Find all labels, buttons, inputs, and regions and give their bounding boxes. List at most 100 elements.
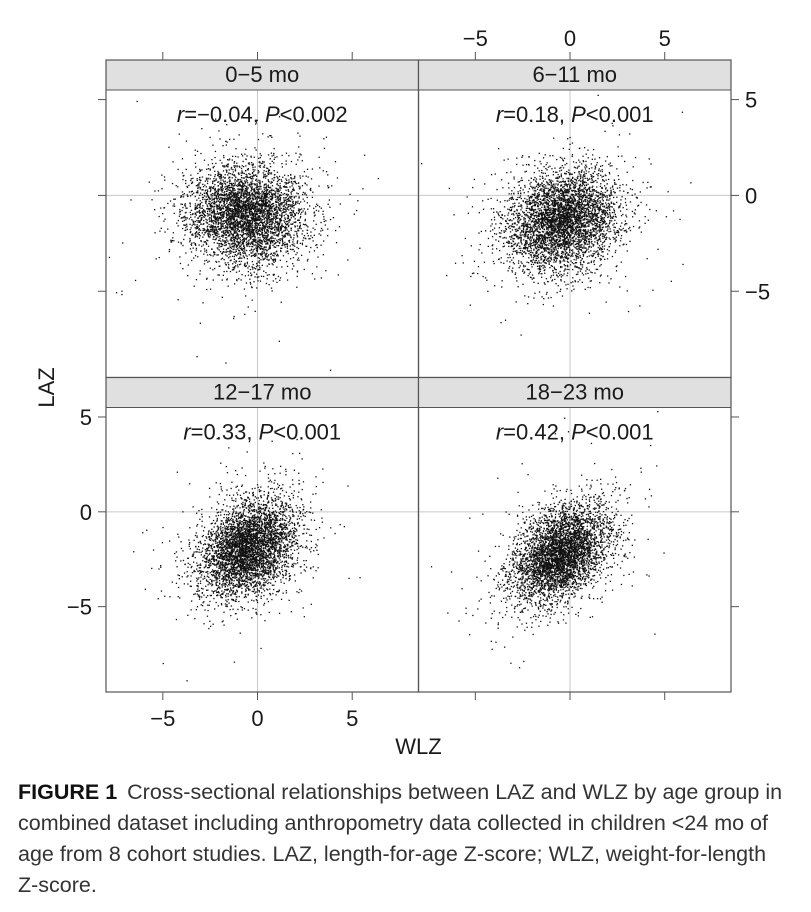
data-point	[260, 209, 262, 211]
data-point	[257, 217, 259, 219]
data-point	[308, 238, 310, 240]
data-point	[276, 250, 278, 252]
data-point	[216, 194, 219, 196]
data-point	[263, 247, 265, 249]
data-point	[250, 272, 252, 274]
data-point	[280, 179, 282, 181]
data-point	[246, 210, 248, 212]
data-point	[230, 210, 232, 213]
data-point	[259, 210, 261, 212]
data-point	[258, 209, 260, 212]
data-point	[235, 205, 238, 207]
data-point	[243, 244, 245, 247]
data-point	[238, 165, 240, 167]
data-point	[234, 214, 236, 217]
data-point	[255, 218, 257, 220]
data-point	[234, 165, 237, 167]
data-point	[293, 181, 295, 183]
data-point	[217, 170, 219, 173]
data-point	[238, 204, 240, 207]
data-point	[196, 179, 198, 182]
data-point	[228, 257, 230, 259]
data-point	[230, 204, 233, 207]
data-point	[286, 227, 288, 229]
data-point	[268, 173, 270, 175]
data-point	[206, 189, 209, 191]
data-point	[575, 234, 577, 236]
data-point	[287, 190, 289, 192]
data-point	[218, 189, 220, 191]
data-point	[290, 227, 292, 229]
data-point	[236, 200, 238, 202]
data-point	[212, 167, 214, 169]
data-point	[196, 211, 199, 213]
data-point	[282, 225, 284, 228]
data-point	[243, 288, 246, 290]
data-point	[214, 216, 217, 218]
data-point	[214, 174, 216, 176]
data-point	[241, 257, 243, 259]
data-point	[224, 237, 227, 239]
data-point	[238, 223, 240, 225]
data-point	[232, 217, 234, 219]
data-point	[241, 208, 243, 210]
data-point	[237, 252, 239, 254]
data-point	[296, 271, 299, 273]
data-point	[213, 193, 215, 195]
data-point	[251, 241, 253, 244]
data-point	[220, 219, 222, 222]
data-point	[242, 226, 245, 228]
data-point	[491, 223, 493, 225]
data-point	[249, 225, 251, 228]
data-point	[534, 260, 536, 262]
data-point	[161, 174, 163, 176]
data-point	[278, 239, 280, 241]
data-point	[230, 219, 232, 221]
data-point	[236, 230, 238, 232]
data-point	[252, 249, 254, 251]
data-point	[266, 274, 269, 276]
data-point	[266, 237, 268, 239]
data-point	[218, 197, 220, 199]
data-point	[208, 220, 211, 223]
data-point	[219, 159, 221, 161]
data-point	[262, 259, 264, 261]
data-point	[288, 232, 290, 234]
data-point	[224, 240, 226, 242]
data-point	[613, 50, 614, 51]
data-point	[189, 203, 191, 205]
data-point	[217, 195, 220, 197]
data-point	[206, 278, 208, 280]
data-point	[263, 252, 265, 255]
data-point	[226, 193, 228, 195]
data-point	[539, 185, 541, 187]
data-point	[226, 228, 229, 230]
data-point	[266, 225, 268, 227]
data-point	[191, 182, 193, 184]
data-point	[537, 196, 539, 198]
data-point	[271, 213, 273, 215]
data-point	[231, 182, 233, 185]
data-point	[228, 198, 230, 200]
data-point	[237, 203, 240, 205]
data-point	[287, 225, 290, 228]
data-point	[207, 234, 209, 236]
data-point	[293, 250, 295, 252]
data-point	[241, 274, 243, 276]
data-point	[243, 210, 245, 212]
data-point	[270, 239, 272, 241]
data-point	[214, 213, 217, 215]
data-point	[221, 234, 223, 236]
data-point	[268, 263, 270, 265]
data-point	[240, 213, 242, 215]
data-point	[254, 224, 257, 226]
data-point	[323, 138, 325, 140]
data-point	[265, 191, 267, 193]
data-point	[254, 310, 256, 312]
data-point	[240, 248, 242, 251]
data-point	[614, 237, 616, 239]
data-point	[254, 226, 256, 228]
data-point	[223, 194, 226, 197]
data-point	[274, 259, 276, 262]
data-point	[596, 200, 598, 202]
